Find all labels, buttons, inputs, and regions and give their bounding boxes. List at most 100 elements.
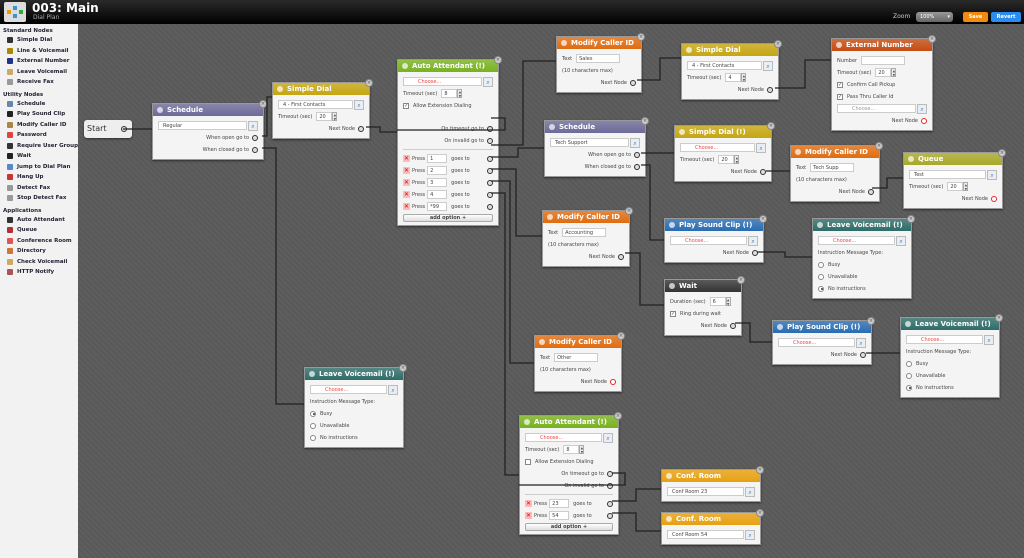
radio-button[interactable]: [310, 434, 316, 441]
node-header[interactable]: Play Sound Clip (!): [773, 321, 871, 333]
close-icon[interactable]: ×: [756, 509, 764, 517]
leave-voicemail-node[interactable]: Leave Voicemail (!) × Choose... ⌕ Instructio…: [900, 314, 1003, 398]
connector-port[interactable]: [487, 179, 493, 186]
search-icon[interactable]: ⌕: [917, 103, 927, 114]
close-icon[interactable]: ×: [737, 276, 745, 284]
search-icon[interactable]: ⌕: [483, 76, 493, 87]
sidebar-item-leave-voicemail[interactable]: Leave Voicemail: [0, 67, 78, 78]
radio-button[interactable]: [906, 360, 912, 367]
search-icon[interactable]: ⌕: [763, 60, 773, 71]
play-sound-clip-node[interactable]: Play Sound Clip (!) × Choose... ⌕ Next Node: [664, 215, 767, 263]
node-header[interactable]: Modify Caller ID: [535, 336, 621, 348]
checkbox[interactable]: ✓: [403, 102, 409, 109]
unconnected-port[interactable]: [610, 378, 616, 385]
node-header[interactable]: Conf. Room: [662, 470, 760, 482]
search-icon[interactable]: ⌕: [630, 137, 640, 148]
choose-select[interactable]: Choose...: [778, 338, 855, 347]
node-header[interactable]: Schedule: [153, 104, 263, 116]
search-icon[interactable]: ⌕: [896, 235, 906, 246]
choose-select[interactable]: Conf Room 23: [667, 487, 744, 496]
connector-port[interactable]: [607, 470, 613, 477]
number-field[interactable]: 6: [709, 297, 726, 306]
close-icon[interactable]: ×: [998, 149, 1006, 157]
search-icon[interactable]: ⌕: [388, 384, 398, 395]
stepper-arrows-icon[interactable]: ▲ ▼: [332, 112, 338, 121]
sidebar-item-schedule[interactable]: Schedule: [0, 99, 78, 110]
radio-button[interactable]: [310, 422, 316, 429]
modify-caller-id-node[interactable]: Modify Caller ID × Text Accounting (10 chara…: [542, 207, 633, 267]
node-header[interactable]: Play Sound Clip (!): [665, 219, 763, 231]
close-icon[interactable]: ×: [614, 412, 622, 420]
connector-port[interactable]: [487, 167, 493, 174]
zoom-select[interactable]: 100% ▾: [916, 12, 953, 22]
choose-select[interactable]: Choose...: [403, 77, 482, 86]
search-icon[interactable]: ⌕: [987, 169, 997, 180]
choose-select[interactable]: Choose...: [906, 335, 983, 344]
number-field[interactable]: 20: [316, 112, 333, 121]
digit-field[interactable]: 23: [549, 499, 570, 508]
connector-port[interactable]: [607, 482, 613, 489]
node-header[interactable]: Wait: [665, 280, 741, 292]
close-icon[interactable]: ×: [995, 314, 1003, 322]
connector-port[interactable]: [607, 512, 613, 519]
sidebar-item-hang-up[interactable]: Hang Up: [0, 172, 78, 183]
search-icon[interactable]: ⌕: [248, 120, 258, 131]
close-icon[interactable]: ×: [259, 100, 267, 108]
wait-node[interactable]: Wait × Duration (sec) 6 ▲ ▼ ✓ Ring during wait N…: [664, 276, 745, 336]
connector-port[interactable]: [634, 163, 640, 170]
text-field[interactable]: Sales: [576, 54, 621, 63]
delete-option-icon[interactable]: ✕: [525, 500, 532, 507]
schedule-node[interactable]: Schedule × Regular ⌕ When open go to When clo…: [152, 100, 267, 160]
stepper-arrows-icon[interactable]: ▲ ▼: [457, 89, 463, 98]
sidebar-item-stop-detect-fax[interactable]: Stop Detect Fax: [0, 193, 78, 204]
node-header[interactable]: Simple Dial: [682, 44, 778, 56]
search-icon[interactable]: ⌕: [603, 432, 613, 443]
radio-button[interactable]: [818, 273, 824, 280]
checkbox[interactable]: [525, 458, 531, 465]
close-icon[interactable]: ×: [875, 142, 883, 150]
close-icon[interactable]: ×: [867, 317, 875, 325]
close-icon[interactable]: ×: [399, 364, 407, 372]
sidebar-item-simple-dial[interactable]: Simple Dial: [0, 35, 78, 46]
leave-voicemail-node[interactable]: Leave Voicemail (!) × Choose... ⌕ Instructio…: [812, 215, 915, 299]
sidebar-item-wait[interactable]: Wait: [0, 151, 78, 162]
close-icon[interactable]: ×: [494, 56, 502, 64]
stepper-arrows-icon[interactable]: ▲ ▼: [963, 182, 969, 191]
sidebar-item-directory[interactable]: Directory: [0, 246, 78, 257]
node-header[interactable]: Auto Attendant (!): [398, 60, 498, 72]
sidebar-item-receive-fax[interactable]: Receive Fax: [0, 77, 78, 88]
search-icon[interactable]: ⌕: [984, 334, 994, 345]
connector-port[interactable]: [252, 146, 258, 153]
choose-select[interactable]: 4 - First Contacts: [687, 61, 762, 70]
number-field[interactable]: 20: [947, 182, 964, 191]
node-header[interactable]: Auto Attendant (!): [520, 416, 618, 428]
digit-field[interactable]: 3: [427, 178, 448, 187]
close-icon[interactable]: ×: [641, 117, 649, 125]
close-icon[interactable]: ×: [617, 332, 625, 340]
node-header[interactable]: Modify Caller ID: [543, 211, 629, 223]
delete-option-icon[interactable]: ✕: [403, 167, 410, 174]
unconnected-port[interactable]: [991, 195, 997, 202]
conf-room-node[interactable]: Conf. Room × Conf Room 23 ⌕: [661, 466, 764, 502]
number-field[interactable]: 8: [441, 89, 458, 98]
close-icon[interactable]: ×: [907, 215, 915, 223]
stepper-arrows-icon[interactable]: ▲ ▼: [579, 445, 585, 454]
search-icon[interactable]: ⌕: [756, 142, 766, 153]
close-icon[interactable]: ×: [756, 466, 764, 474]
auto-attendant-node[interactable]: Auto Attendant (!) × Choose... ⌕ Timeout (se…: [519, 412, 622, 535]
connector-port[interactable]: [760, 168, 766, 175]
connector-port[interactable]: [487, 155, 493, 162]
connector-port[interactable]: [487, 191, 493, 198]
node-header[interactable]: External Number: [832, 39, 932, 51]
radio-button[interactable]: [906, 384, 912, 391]
sidebar-item-play-sound-clip[interactable]: Play Sound Clip: [0, 109, 78, 120]
sidebar-item-detect-fax[interactable]: Detect Fax: [0, 183, 78, 194]
sidebar-item-auto-attendant[interactable]: Auto Attendant: [0, 215, 78, 226]
node-header[interactable]: Simple Dial: [273, 83, 369, 95]
checkbox[interactable]: ✓: [837, 93, 843, 100]
node-header[interactable]: Leave Voicemail (!): [305, 368, 403, 380]
choose-select[interactable]: Choose...: [670, 236, 747, 245]
connector-port[interactable]: [487, 203, 493, 210]
sidebar-item-conference-room[interactable]: Conference Room: [0, 236, 78, 247]
simple-dial-node[interactable]: Simple Dial × 4 - First Contacts ⌕ Timeout (…: [272, 79, 373, 139]
